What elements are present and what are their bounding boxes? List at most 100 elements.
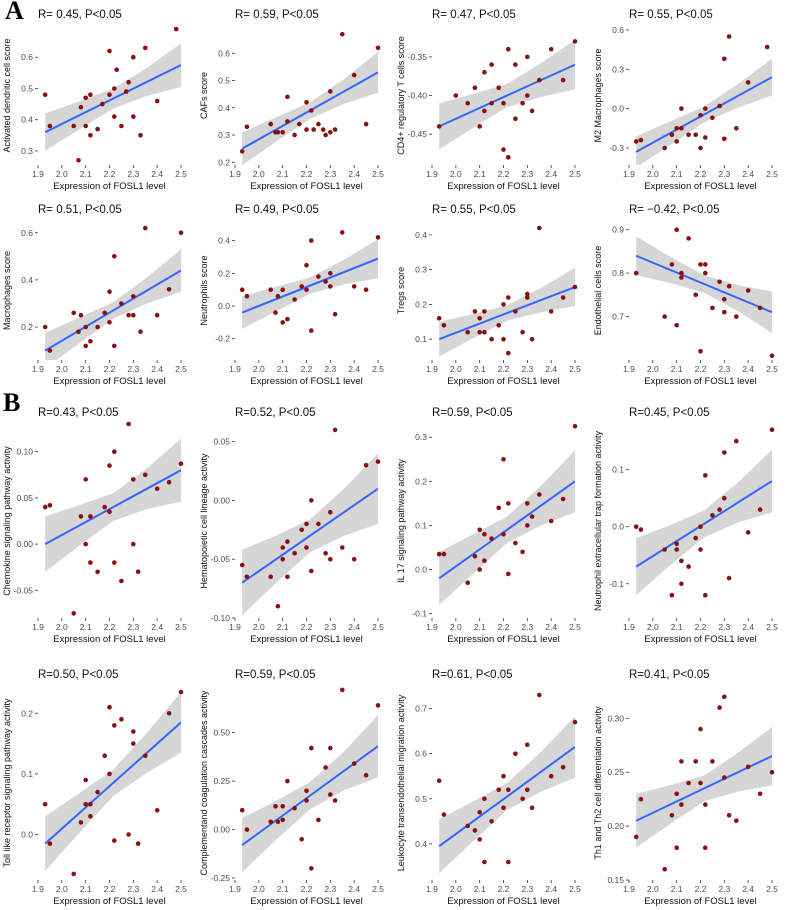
data-point (304, 545, 309, 550)
y-tick-label: 0.7 (415, 704, 427, 714)
x-tick-label: 2.0 (450, 169, 462, 179)
regression-line (635, 76, 772, 153)
x-tick-label: 2.2 (301, 622, 313, 632)
data-point (693, 292, 698, 298)
data-point (328, 509, 333, 515)
data-point (309, 866, 314, 871)
data-point (112, 114, 117, 119)
data-point (280, 804, 285, 809)
data-point (154, 486, 160, 491)
data-point (501, 147, 506, 152)
x-axis-label: Expression of FOSL1 level (53, 181, 165, 192)
data-point (135, 841, 141, 846)
plot-title: R=0.61, P<0.05 (432, 669, 513, 681)
data-point (698, 726, 703, 732)
x-tick-label: 2.0 (56, 622, 68, 632)
data-point (513, 540, 518, 546)
data-point (703, 802, 708, 807)
data-point (734, 126, 739, 131)
data-point (717, 103, 722, 109)
data-point (332, 311, 338, 317)
data-point (710, 759, 715, 764)
y-tick-label: 0.4 (415, 839, 427, 849)
data-point (482, 531, 487, 537)
data-point (285, 94, 290, 100)
y-tick-label: 0.00 (213, 825, 230, 835)
data-point (131, 477, 136, 482)
data-point (107, 509, 112, 515)
data-point (482, 796, 487, 802)
data-point (123, 89, 129, 94)
data-point (83, 801, 88, 807)
data-point (107, 92, 112, 97)
x-tick-label: 2.3 (127, 884, 139, 894)
data-point (513, 62, 518, 67)
confidence-band (45, 249, 181, 360)
x-tick-label: 1.9 (32, 169, 44, 179)
regression-line (44, 269, 181, 352)
confidence-band (439, 450, 575, 605)
regression-line (438, 746, 575, 847)
x-tick-label: 2.4 (348, 622, 360, 632)
data-point (769, 427, 775, 432)
plot-title: R=0.52, P<0.05 (235, 407, 316, 419)
y-axis-label: Hematopoietic cell lineage activity (199, 453, 209, 589)
data-point (299, 284, 304, 289)
data-point (71, 123, 76, 129)
y-axis-label: Tregs score (396, 267, 406, 314)
data-point (83, 477, 88, 482)
plot-canvas: R=0.41, P<0.05 1.9 2.0 2.1 2.2 2.3 2.4 2.5 0.15 0… (593, 669, 778, 907)
data-point (638, 527, 644, 532)
data-point (351, 761, 357, 766)
data-point (95, 126, 100, 132)
data-point (351, 556, 357, 562)
data-point (292, 132, 297, 138)
data-point (340, 230, 345, 235)
data-point (436, 316, 442, 321)
data-point (698, 262, 703, 267)
data-point (78, 104, 84, 110)
data-point (316, 817, 321, 823)
data-point (244, 827, 250, 832)
confidence-band (636, 449, 772, 596)
confidence-band (45, 43, 181, 151)
data-point (107, 320, 112, 325)
data-point (275, 130, 281, 135)
data-point (496, 85, 501, 91)
data-point (537, 492, 542, 497)
data-point (316, 121, 321, 127)
plot-canvas: R=0.50, P<0.05 1.9 2.0 2.1 2.2 2.3 2.4 2.5 0.0 0.… (2, 669, 187, 907)
data-point (722, 694, 727, 700)
confidence-band (45, 692, 181, 871)
data-point (525, 742, 530, 747)
data-point (311, 127, 316, 132)
data-point (722, 495, 727, 501)
data-point (764, 44, 770, 50)
plot-title: R=0.59, P<0.05 (432, 407, 513, 419)
data-point (477, 837, 482, 842)
data-point (489, 100, 494, 106)
x-tick-label: 2.5 (766, 884, 778, 894)
scatter-plot-8: R= −0.42, P<0.05 1.9 2.0 2.1 2.2 2.3 2.4 2.5 0.7… (591, 195, 788, 390)
data-point (638, 796, 644, 802)
y-tick-label: 0.5 (218, 76, 230, 86)
data-point (489, 62, 494, 67)
x-tick-label: 2.3 (127, 622, 139, 632)
data-point (638, 137, 644, 143)
data-point (363, 287, 369, 292)
data-point (722, 136, 727, 142)
data-point (548, 773, 554, 779)
data-point (734, 818, 739, 823)
scatter-plot-15: R=0.61, P<0.05 1.9 2.0 2.1 2.2 2.3 2.4 2.5 0.4 0.… (394, 660, 591, 910)
data-point (679, 581, 684, 587)
data-point (88, 133, 93, 138)
y-tick-label: -0.45 (408, 129, 428, 139)
y-tick-label: 0.1 (415, 520, 427, 530)
data-point (332, 798, 338, 803)
y-axis-label: CAFs score (199, 72, 209, 119)
x-tick-label: 2.3 (718, 884, 730, 894)
data-point (88, 338, 93, 344)
data-point (107, 771, 112, 777)
x-tick-label: 2.4 (348, 884, 360, 894)
